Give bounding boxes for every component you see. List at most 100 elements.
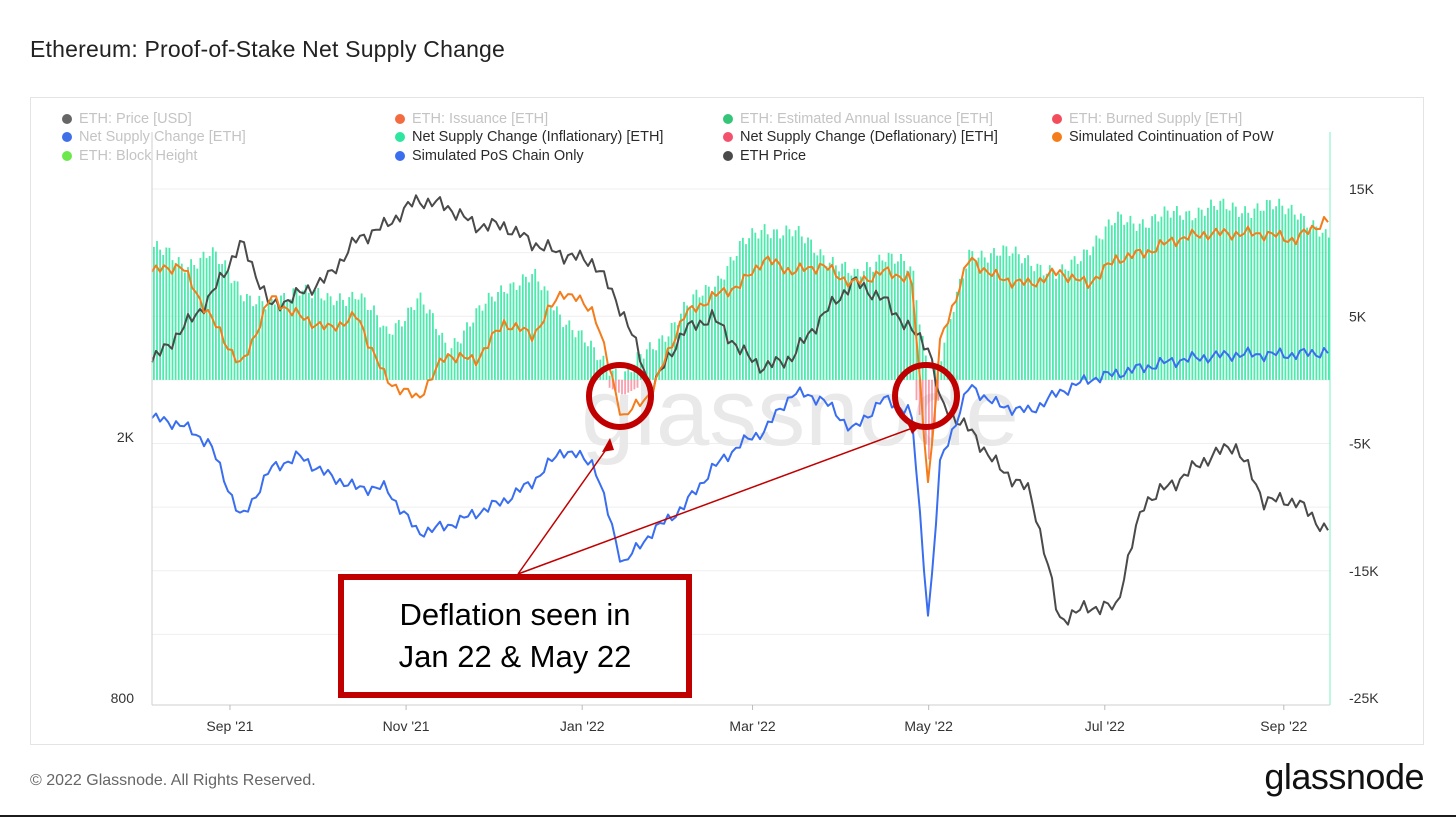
inflation-bar xyxy=(1269,200,1271,380)
inflation-bar xyxy=(1095,235,1098,380)
inflation-bar xyxy=(249,295,251,380)
legend-dot xyxy=(395,114,405,124)
legend-dot xyxy=(1052,132,1062,142)
legend-item-simulated-pos[interactable]: Simulated PoS Chain Only xyxy=(395,148,584,164)
y-right-tick-label: -5K xyxy=(1349,436,1371,452)
inflation-bar xyxy=(342,299,344,380)
inflation-bar xyxy=(1306,227,1308,380)
inflation-bar xyxy=(884,261,887,380)
inflation-bar xyxy=(1017,254,1020,380)
inflation-bar xyxy=(878,254,881,380)
inflation-bar xyxy=(481,310,484,380)
inflation-bar xyxy=(1296,219,1299,380)
inflation-bar xyxy=(1324,229,1327,380)
inflation-bar xyxy=(1203,215,1206,380)
inflation-bar xyxy=(370,310,372,380)
legend-item-block-height[interactable]: ETH: Block Height xyxy=(62,148,197,164)
inflation-bar xyxy=(1216,209,1219,380)
x-tick-label: May '22 xyxy=(904,718,953,734)
inflation-bar xyxy=(676,325,679,380)
legend-label: Net Supply Change (Inflationary) [ETH] xyxy=(412,129,664,145)
inflation-bar xyxy=(847,272,850,380)
inflation-bar xyxy=(1083,249,1085,380)
legend-item-net-supply-deflationary[interactable]: Net Supply Change (Deflationary) [ETH] xyxy=(723,129,998,145)
x-tick-label: Jul '22 xyxy=(1085,718,1125,734)
inflation-bar xyxy=(286,301,289,380)
inflation-bar xyxy=(1300,213,1302,380)
legend-dot xyxy=(1052,114,1062,124)
inflation-bar xyxy=(627,367,630,380)
inflation-bar xyxy=(776,229,778,380)
inflation-bar xyxy=(363,297,366,380)
inflation-bar xyxy=(782,235,785,380)
inflation-bar xyxy=(701,295,704,380)
legend-item-eth-issuance[interactable]: ETH: Issuance [ETH] xyxy=(395,111,548,127)
legend-item-simulated-pow[interactable]: Simulated Cointinuation of PoW xyxy=(1052,129,1274,145)
legend-item-burned-supply[interactable]: ETH: Burned Supply [ETH] xyxy=(1052,111,1242,127)
copyright: © 2022 Glassnode. All Rights Reserved. xyxy=(30,772,316,789)
legend-item-net-supply-inflationary[interactable]: Net Supply Change (Inflationary) [ETH] xyxy=(395,129,663,145)
legend-item-eth-price[interactable]: ETH Price xyxy=(723,148,806,164)
inflation-bar xyxy=(1135,230,1138,380)
inflation-bar xyxy=(1002,245,1005,380)
legend-label: Simulated Cointinuation of PoW xyxy=(1069,129,1274,145)
inflation-bar xyxy=(797,226,800,380)
inflation-bar xyxy=(574,337,577,380)
inflation-bar xyxy=(686,305,688,380)
inflation-bar xyxy=(1278,198,1281,380)
inflation-bar xyxy=(1321,232,1324,380)
inflation-bar xyxy=(521,274,524,380)
inflation-bar xyxy=(769,238,772,380)
inflation-bar xyxy=(683,301,685,380)
inflation-bar xyxy=(537,281,540,380)
inflation-bar xyxy=(1067,270,1070,380)
inflation-bar xyxy=(1126,222,1129,380)
inflation-bar xyxy=(301,290,304,380)
inflation-bar xyxy=(583,342,586,380)
inflation-bar xyxy=(614,368,617,380)
inflation-bar xyxy=(714,286,716,380)
inflation-bar xyxy=(828,262,831,380)
inflation-bar xyxy=(1241,213,1243,380)
deflation-bar xyxy=(614,379,617,392)
deflation-bar xyxy=(627,379,630,393)
inflation-bar xyxy=(897,261,899,380)
legend-label: Simulated PoS Chain Only xyxy=(412,148,584,164)
inflation-bar xyxy=(1132,223,1135,380)
inflation-bar xyxy=(1036,263,1039,380)
inflation-bar xyxy=(1287,208,1290,380)
inflation-bar xyxy=(841,263,843,380)
inflation-bar xyxy=(689,306,692,380)
deflation-bar xyxy=(636,379,639,388)
inflation-bar xyxy=(211,247,214,380)
legend-label: ETH: Estimated Annual Issuance [ETH] xyxy=(740,111,994,127)
inflation-bar xyxy=(497,292,499,380)
legend-label: ETH: Issuance [ETH] xyxy=(412,111,549,127)
legend-item-estimated-annual-issuance[interactable]: ETH: Estimated Annual Issuance [ETH] xyxy=(723,111,993,127)
inflation-bar xyxy=(556,306,558,380)
inflation-bar xyxy=(410,307,413,380)
inflation-bar xyxy=(401,326,403,380)
inflation-bar xyxy=(413,310,416,380)
inflation-bar xyxy=(993,248,995,380)
legend-item-eth-price-usd[interactable]: ETH: Price [USD] xyxy=(62,111,192,127)
inflation-bar xyxy=(971,251,974,380)
inflation-bar xyxy=(515,290,518,380)
inflation-bar xyxy=(757,238,760,380)
legend-item-net-supply-change[interactable]: Net Supply Change [ETH] xyxy=(62,129,246,145)
inflation-bar xyxy=(903,260,905,380)
deflation-bar xyxy=(611,379,614,390)
inflation-bar xyxy=(323,300,326,380)
inflation-bar xyxy=(1309,227,1312,380)
inflation-bar xyxy=(335,300,338,380)
inflation-bar xyxy=(565,324,568,380)
inflation-bar xyxy=(512,282,515,380)
y-left-tick-label: 2K xyxy=(117,429,135,445)
inflation-bar xyxy=(267,303,270,380)
inflation-bar xyxy=(1312,220,1315,380)
inflation-bar xyxy=(695,289,698,380)
inflation-bar xyxy=(630,372,633,380)
inflation-bar xyxy=(317,287,320,380)
inflation-bar xyxy=(698,297,701,380)
inflation-bar xyxy=(534,268,537,380)
